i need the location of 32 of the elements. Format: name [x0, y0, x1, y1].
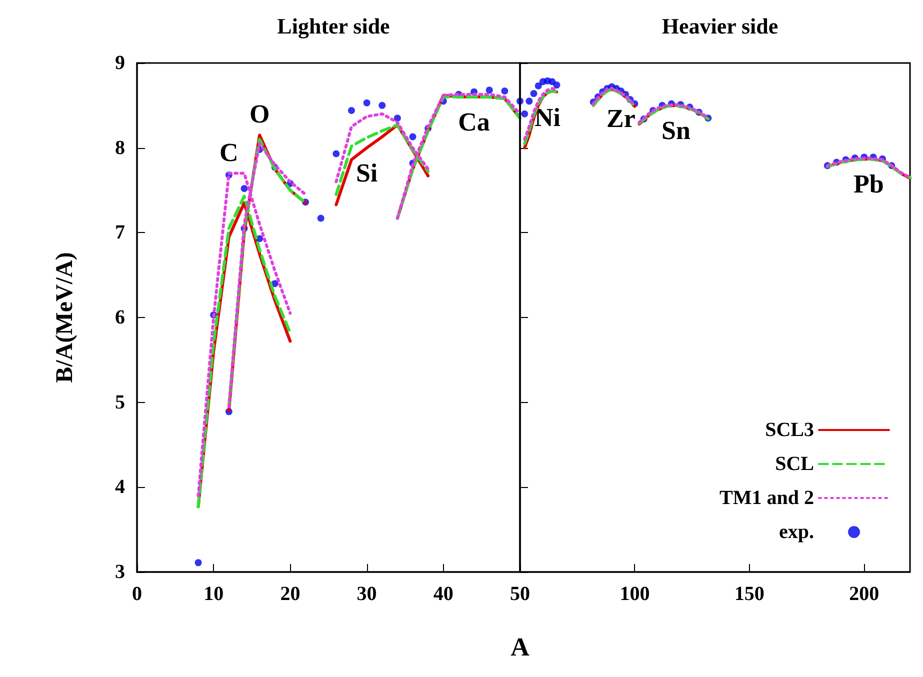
annotation: C	[220, 138, 238, 167]
legend-label: exp.	[779, 521, 814, 543]
legend-label: TM1 and 2	[720, 487, 814, 509]
y-tick-label: 8	[115, 136, 125, 159]
x-tick-label: 30	[356, 583, 377, 605]
x-tick-label: 200	[849, 583, 880, 605]
x-tick-label: 150	[734, 583, 764, 605]
y-tick-label: 4	[115, 476, 125, 498]
chart-title: Lighter side	[277, 14, 390, 38]
x-tick-label: 40	[433, 583, 454, 605]
annotation: O	[249, 100, 270, 129]
legend-label: SCL3	[765, 419, 814, 441]
x-tick-label: 10	[204, 583, 224, 605]
x-tick-label: 20	[280, 583, 300, 605]
y-tick-label: 7	[115, 222, 125, 244]
annotation: Si	[356, 158, 378, 188]
y-axis-title: B/A(MeV/A)	[52, 252, 78, 383]
x-tick-label: 100	[620, 583, 650, 605]
y-tick-label: 3	[115, 561, 125, 583]
annotation: Ni	[534, 103, 561, 132]
x-axis-title: A	[510, 632, 530, 662]
y-tick-label: 9	[115, 52, 125, 74]
annotation: Ca	[458, 107, 490, 136]
annotation: Pb	[854, 169, 884, 198]
annotation: Zr	[606, 104, 636, 134]
annotation: Sn	[662, 116, 691, 145]
legend-label: SCL	[775, 453, 814, 475]
chart-title: Heavier side	[662, 14, 778, 38]
y-tick-label: 6	[115, 306, 125, 328]
x-tick-label: 50	[510, 583, 530, 605]
y-tick-label: 5	[115, 391, 125, 414]
x-tick-label: 0	[132, 583, 142, 605]
